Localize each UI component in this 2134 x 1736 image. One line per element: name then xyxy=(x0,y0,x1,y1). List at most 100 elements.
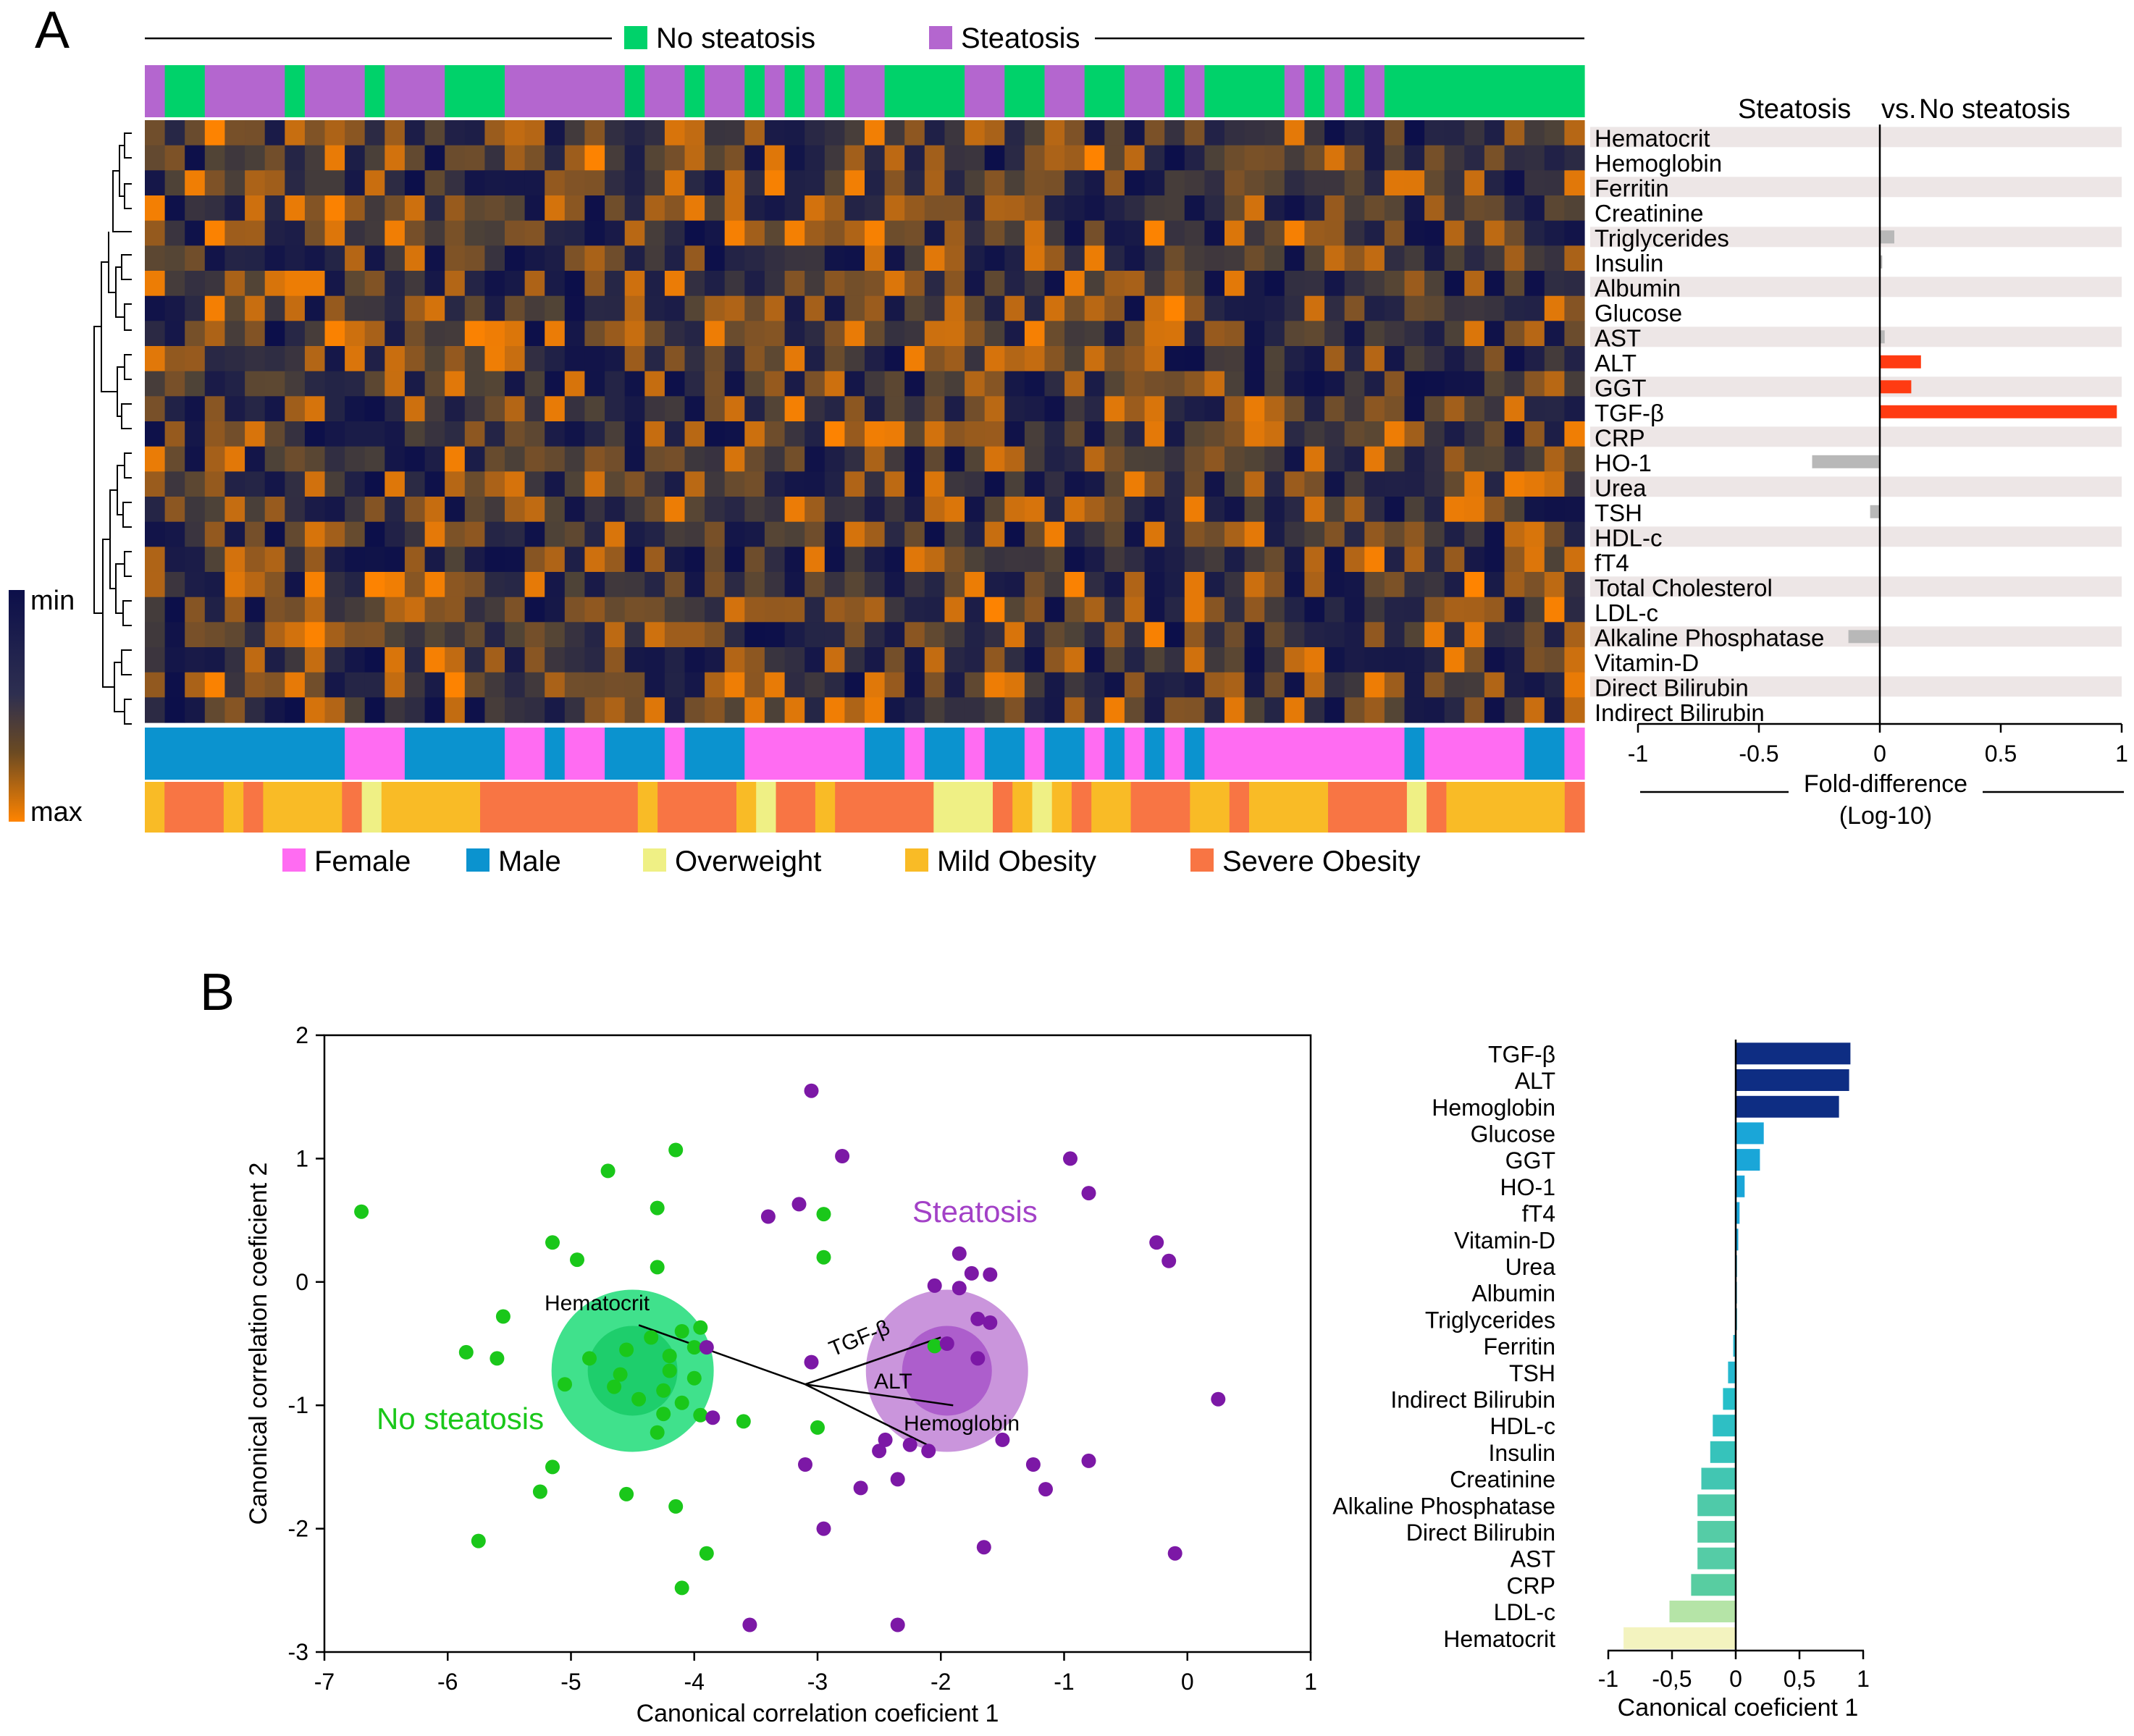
panel-a-label: A xyxy=(35,1,70,59)
no-steatosis-point xyxy=(693,1320,708,1335)
heatmap-cell xyxy=(965,195,986,222)
heatmap-cell xyxy=(1444,497,1465,523)
heatmap-cell xyxy=(264,521,285,547)
sex-segment xyxy=(145,728,345,780)
heatmap-cell xyxy=(1364,371,1385,397)
heatmap-cell xyxy=(1224,371,1245,397)
heatmap-cell xyxy=(564,647,585,673)
heatmap-cell xyxy=(484,597,505,623)
heatmap-cell xyxy=(1284,547,1305,573)
heatmap-cell xyxy=(965,647,986,673)
sex-segment xyxy=(345,728,406,780)
heatmap-cell xyxy=(724,170,745,196)
heatmap-cell xyxy=(445,346,466,372)
heatmap-cell xyxy=(965,245,986,271)
heatmap-cell xyxy=(984,170,1005,196)
heatmap-cell xyxy=(424,295,445,321)
heatmap-cell xyxy=(1344,471,1365,497)
heatmap-cell xyxy=(264,396,285,422)
heatmap-cell xyxy=(204,271,225,297)
heatmap-cell xyxy=(1564,697,1585,723)
heatmap-cell xyxy=(484,672,505,698)
heatmap-cell xyxy=(1024,220,1046,246)
heatmap-cell xyxy=(744,371,765,397)
heatmap-cell xyxy=(1504,371,1525,397)
heatmap-cell xyxy=(505,521,526,547)
heatmap-cell xyxy=(1444,346,1465,372)
heatmap-cell xyxy=(965,521,986,547)
heatmap-cell xyxy=(324,421,345,447)
heatmap-cell xyxy=(744,170,765,196)
heatmap-cell xyxy=(1444,647,1465,673)
heatmap-cell xyxy=(324,471,345,497)
heatmap-cell xyxy=(1324,346,1345,372)
heatmap-cell xyxy=(984,572,1005,598)
heatmap-cell xyxy=(624,547,645,573)
sex-segment xyxy=(1184,728,1205,780)
heatmap-cell xyxy=(545,271,566,297)
heatmap-cell xyxy=(464,195,485,222)
heatmap-cell xyxy=(605,271,626,297)
heatmap-cell xyxy=(385,421,406,447)
heatmap-cell xyxy=(264,697,285,723)
heatmap-cell xyxy=(145,622,166,648)
heatmap-cell xyxy=(404,120,426,146)
heatmap-cell xyxy=(684,271,705,297)
sex-segment xyxy=(865,728,905,780)
heatmap-cell xyxy=(364,672,385,698)
heatmap-cell xyxy=(445,321,466,347)
heatmap-cell xyxy=(644,120,665,146)
heatmap-cell xyxy=(684,622,705,648)
heatmap-cell xyxy=(724,471,745,497)
heatmap-cell xyxy=(884,672,905,698)
heatmap-cell xyxy=(524,321,545,347)
heatmap-cell xyxy=(705,446,726,472)
heatmap-cell xyxy=(464,396,485,422)
heatmap-cell xyxy=(304,245,326,271)
heatmap-cell xyxy=(145,145,166,171)
heatmap-cell xyxy=(805,170,826,196)
heatmap-cell xyxy=(684,295,705,321)
heatmap-cell xyxy=(524,622,545,648)
heatmap-cell xyxy=(1064,622,1085,648)
heatmap-cell xyxy=(744,120,765,146)
heatmap-cell xyxy=(1484,120,1505,146)
heatmap-cell xyxy=(1044,547,1065,573)
heatmap-cell xyxy=(644,170,665,196)
heatmap-cell xyxy=(784,622,805,648)
heatmap-cell xyxy=(844,120,865,146)
heatmap-cell xyxy=(1284,245,1305,271)
heatmap-cell xyxy=(644,421,665,447)
steatosis-segment xyxy=(1084,65,1125,117)
heatmap-cell xyxy=(584,145,605,171)
heatmap-cell xyxy=(844,421,865,447)
heatmap-cell xyxy=(684,321,705,347)
heatmap-cell xyxy=(1304,497,1325,523)
fold-tick-label: 0 xyxy=(1873,741,1886,767)
heatmap-cell xyxy=(1564,547,1585,573)
heatmap-cell xyxy=(185,220,206,246)
heatmap-cell xyxy=(1344,672,1365,698)
steatosis-segment xyxy=(965,65,1005,117)
heatmap-cell xyxy=(805,145,826,171)
heatmap-cell xyxy=(965,396,986,422)
female-swatch xyxy=(282,848,306,872)
heatmap-cell xyxy=(324,497,345,523)
heatmap-cell xyxy=(1364,672,1385,698)
heatmap-cell xyxy=(1064,497,1085,523)
heatmap-cell xyxy=(1024,672,1046,698)
heatmap-cell xyxy=(304,547,326,573)
heatmap-cell xyxy=(1284,647,1305,673)
heatmap-cell xyxy=(145,572,166,598)
no-steatosis-point xyxy=(816,1250,831,1265)
heatmap-cell xyxy=(764,672,786,698)
heatmap-cell xyxy=(424,346,445,372)
heatmap-cell xyxy=(624,572,645,598)
heatmap-cell xyxy=(1504,497,1525,523)
heatmap-cell xyxy=(1524,120,1545,146)
fold-bar xyxy=(1848,630,1880,644)
loading-vector-label: Hematocrit xyxy=(545,1292,650,1315)
heatmap-cell xyxy=(1284,220,1305,246)
heatmap-cell xyxy=(1524,271,1545,297)
heatmap-cell xyxy=(145,597,166,623)
